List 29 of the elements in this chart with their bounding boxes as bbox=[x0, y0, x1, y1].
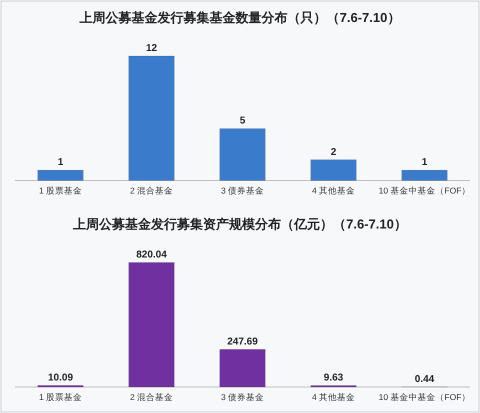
x-tick-label: 1 股票基金 bbox=[38, 186, 82, 196]
data-label: 5 bbox=[240, 116, 246, 127]
data-label: 2 bbox=[330, 146, 337, 158]
bar bbox=[38, 170, 84, 181]
bar bbox=[128, 56, 174, 181]
x-tick-label: 3 债券基金 bbox=[220, 392, 264, 402]
x-tick-label: 4 其他基金 bbox=[312, 186, 356, 196]
x-tick-label: 2 混合基金 bbox=[130, 186, 174, 196]
chart-title: 上周公募基金发行募集基金数量分布（只）（7.6-7.10） bbox=[78, 10, 400, 25]
x-tick-label: 4 其他基金 bbox=[312, 392, 356, 402]
x-tick-label: 3 债券基金 bbox=[220, 186, 264, 196]
bar bbox=[402, 170, 448, 181]
data-label: 1 bbox=[422, 157, 428, 168]
data-label: 10.09 bbox=[48, 372, 74, 384]
x-tick-label: 10 基金中基金（FOF） bbox=[378, 392, 470, 402]
data-label: 12 bbox=[146, 43, 158, 54]
data-label: 247.69 bbox=[227, 336, 258, 348]
bar bbox=[220, 128, 266, 181]
x-tick-label: 2 混合基金 bbox=[130, 392, 174, 402]
bar bbox=[220, 349, 266, 388]
data-label: 820.04 bbox=[136, 250, 168, 260]
bar bbox=[310, 160, 356, 181]
data-label: 0.44 bbox=[414, 374, 435, 385]
x-tick-label: 10 基金中基金（FOF） bbox=[378, 186, 470, 196]
data-label: 9.63 bbox=[324, 372, 344, 384]
x-tick-label: 1 股票基金 bbox=[38, 392, 82, 402]
data-label: 1 bbox=[58, 157, 64, 168]
chart-title: 上周公募基金发行募集资产规模分布（亿元）（7.6-7.10） bbox=[72, 216, 407, 232]
bar bbox=[128, 262, 174, 388]
